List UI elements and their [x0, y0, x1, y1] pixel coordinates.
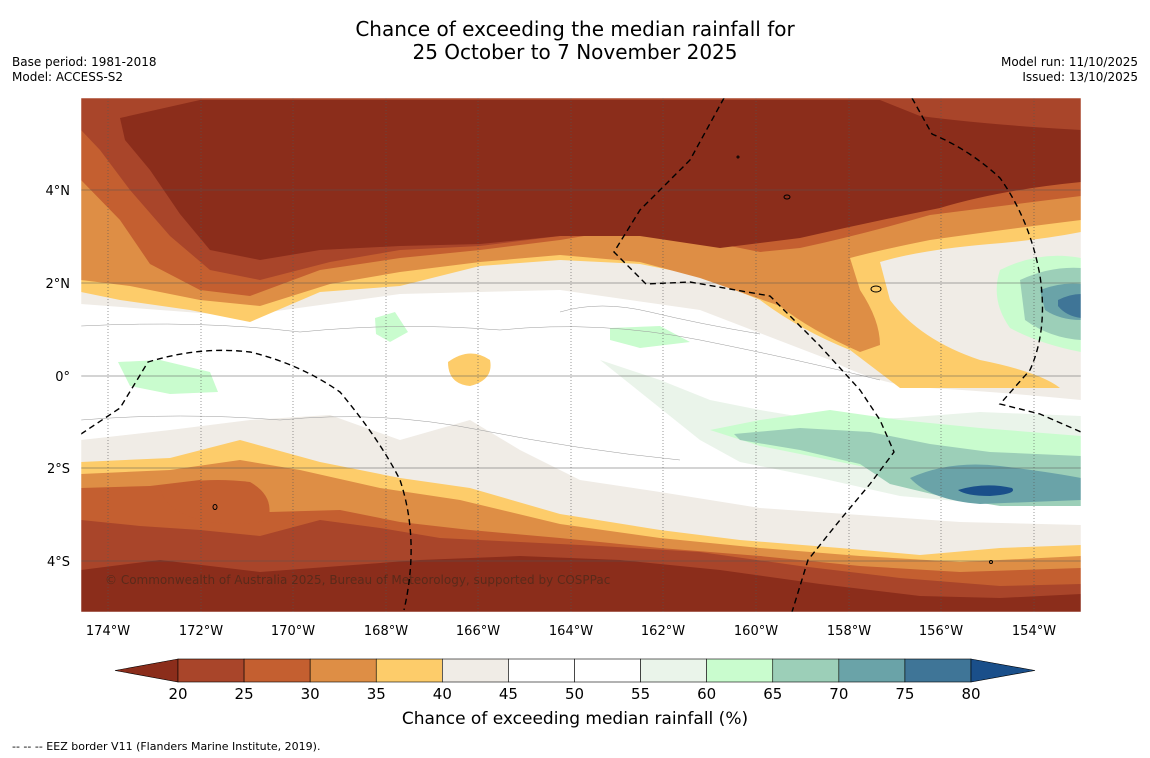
- colorbar-tick-label: 30: [301, 685, 320, 703]
- dry-patch-equator: [448, 353, 491, 386]
- colorbar: 20 25 30 35 40 45 50 55 60 65 70 75 80: [114, 658, 1036, 703]
- colorbar-segment: [177, 658, 245, 683]
- model-name: Model: ACCESS-S2: [12, 70, 124, 84]
- dry-patch-south-west: [160, 480, 270, 524]
- latitude-lines: [81, 189, 1081, 562]
- colorbar-segment: [574, 658, 641, 683]
- island-kanton: [212, 504, 218, 510]
- wet-mid-patch: [610, 326, 690, 348]
- colorbar-extend-high: [970, 658, 1036, 683]
- lon-label: 172°W: [179, 624, 223, 639]
- colorbar-segment: [508, 658, 575, 683]
- colorbar-tick-label: 50: [565, 685, 584, 703]
- island-kiritimati: [870, 285, 882, 293]
- colorbar-segment: [640, 658, 707, 683]
- colorbar-tick-label: 75: [895, 685, 914, 703]
- model-run: Model run: 11/10/2025: [1000, 55, 1138, 69]
- lon-label: 160°W: [734, 624, 778, 639]
- lon-label: 164°W: [549, 624, 593, 639]
- wet-mid-patch-2: [375, 312, 408, 342]
- islands: [212, 155, 993, 564]
- contour-70-75: [910, 464, 1081, 504]
- title-line-1: Chance of exceeding the median rainfall …: [355, 17, 795, 41]
- colorbar-segment: [904, 658, 972, 683]
- colorbar-segment: [706, 658, 774, 683]
- island-teraina: [736, 155, 740, 159]
- colorbar-tick-label: 35: [367, 685, 386, 703]
- map-field: © Commonwealth of Australia 2025, Bureau…: [81, 98, 1081, 612]
- lon-label: 168°W: [364, 624, 408, 639]
- island-tabuaeran: [783, 194, 791, 200]
- contour-20-south: [81, 556, 1081, 612]
- lat-label: 4°N: [46, 184, 71, 199]
- colorbar-extend-low: [114, 658, 179, 683]
- colorbar-tick-label: 60: [697, 685, 716, 703]
- colorbar-tick-label: 40: [433, 685, 452, 703]
- colorbar-segment: [309, 658, 377, 683]
- lon-label: 170°W: [271, 624, 315, 639]
- title-line-2: 25 October to 7 November 2025: [412, 40, 738, 64]
- colorbar-segment: [375, 658, 443, 683]
- colorbar-segment: [772, 658, 840, 683]
- issued-date: Issued: 13/10/2025: [1022, 70, 1138, 84]
- wet-west-patch: [118, 360, 218, 394]
- colorbar-tick-label: 55: [631, 685, 650, 703]
- colorbar-segment: [838, 658, 906, 683]
- lat-label: 0°: [55, 370, 70, 385]
- lon-label: 154°W: [1012, 624, 1056, 639]
- base-period: Base period: 1981-2018: [12, 55, 157, 69]
- colorbar-tick-label: 25: [235, 685, 254, 703]
- meta-right: Model run: 11/10/2025 Issued: 13/10/2025: [1001, 55, 1138, 85]
- lon-label: 174°W: [86, 624, 130, 639]
- colorbar-segment: [243, 658, 311, 683]
- colorbar-tick-label: 80: [961, 685, 980, 703]
- colorbar-segment: [442, 658, 509, 683]
- colorbar-label: Chance of exceeding median rainfall (%): [401, 709, 749, 729]
- lon-label: 158°W: [827, 624, 871, 639]
- lon-label: 162°W: [641, 624, 685, 639]
- island-south-east: [989, 560, 993, 564]
- contour-lines: [81, 305, 881, 461]
- map-title: Chance of exceeding the median rainfall …: [0, 18, 1150, 64]
- contour-20-north: [120, 100, 1081, 260]
- eez-borders: [81, 98, 1081, 612]
- colorbar-tick-label: 45: [499, 685, 518, 703]
- colorbar-tick-label: 65: [763, 685, 782, 703]
- lat-label: 2°S: [47, 462, 70, 477]
- lon-label: 166°W: [456, 624, 500, 639]
- lat-label: 4°S: [47, 555, 70, 570]
- wet-east-dark: [1058, 294, 1081, 318]
- lat-label: 2°N: [46, 277, 71, 292]
- meta-left: Base period: 1981-2018 Model: ACCESS-S2: [12, 55, 157, 85]
- colorbar-tick-label: 70: [829, 685, 848, 703]
- eez-footnote: -- -- -- EEZ border V11 (Flanders Marine…: [12, 740, 321, 753]
- copyright-text: © Commonwealth of Australia 2025, Bureau…: [105, 573, 610, 587]
- contour-75-80: [958, 485, 1014, 496]
- map-frame: [80, 97, 1082, 613]
- colorbar-tick-label: 20: [168, 685, 187, 703]
- latitude-labels: 4°N 2°N 0° 2°S 4°S: [46, 184, 71, 570]
- lon-label: 156°W: [919, 624, 963, 639]
- longitude-labels: 174°W 172°W 170°W 168°W 166°W 164°W 162°…: [86, 624, 1056, 639]
